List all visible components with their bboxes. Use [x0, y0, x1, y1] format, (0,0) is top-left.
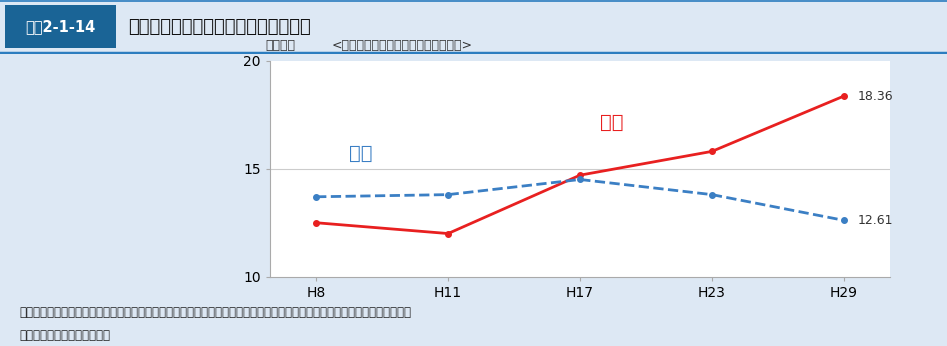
Text: （万人）: （万人）	[265, 39, 295, 52]
Text: 外来: 外来	[599, 112, 623, 131]
Text: 図表2-1-14: 図表2-1-14	[26, 19, 96, 34]
FancyBboxPatch shape	[5, 6, 116, 48]
Text: 12.61: 12.61	[857, 214, 893, 227]
Text: 総務課において作成。: 総務課において作成。	[19, 329, 110, 342]
Text: 入院: 入院	[349, 144, 372, 163]
Text: 資料：厚生労働省政策統括官（統計・情報政策、労使関係担当）「平成２９年患者調査」により厚生労働省医薬・生活衛生局: 資料：厚生労働省政策統括官（統計・情報政策、労使関係担当）「平成２９年患者調査」…	[19, 306, 411, 319]
Text: <調査日に受療したがん患者の推計数>: <調査日に受療したがん患者の推計数>	[331, 39, 473, 52]
Text: 外来で治療を受けるがん患者数の増加: 外来で治療を受けるがん患者数の増加	[128, 18, 311, 36]
Text: 18.36: 18.36	[857, 90, 893, 102]
